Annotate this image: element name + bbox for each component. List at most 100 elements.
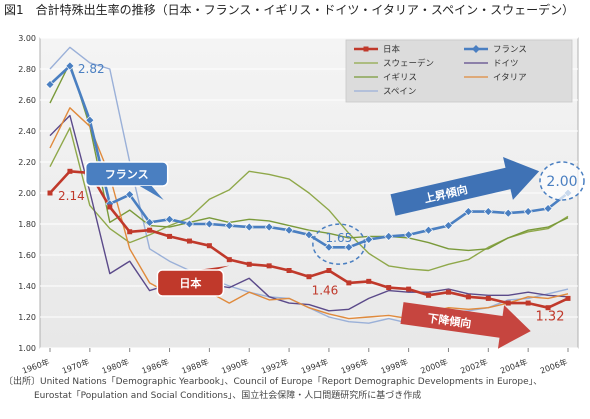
legend-label-spain: スペイン [383, 87, 416, 97]
y-tick-label: 2.40 [18, 127, 36, 136]
x-tick-label: 2004年 [499, 356, 529, 375]
marker-japan [147, 227, 153, 233]
marker-japan [167, 233, 173, 239]
marker-france [523, 207, 533, 217]
marker-france [543, 204, 553, 213]
marker-japan [505, 300, 511, 306]
x-tick-label: 1992年 [260, 356, 290, 375]
marker-france [424, 225, 433, 235]
x-tick-label: 1980年 [100, 356, 130, 375]
marker-france [483, 207, 493, 217]
x-tick-label: 1986年 [140, 356, 170, 375]
marker-france [85, 115, 95, 125]
marker-japan [286, 268, 292, 273]
marker-france [65, 61, 75, 71]
france-2006-circle [539, 161, 585, 201]
series-line-uk [49, 62, 569, 252]
source-line-2: Eurostat「Population and Social Condition… [34, 391, 422, 401]
down-trend-arrow-shape [400, 302, 531, 349]
marker-france [165, 214, 174, 224]
y-tick-label: 2.00 [18, 189, 36, 198]
value-label-japan-1995: 1.46 [312, 284, 339, 298]
marker-france [503, 208, 513, 218]
x-tick-label: 2002年 [459, 356, 489, 375]
x-tick-label: 1990年 [220, 356, 250, 375]
legend-label-italy: イタリア [493, 73, 527, 83]
marker-japan [186, 238, 192, 244]
y-tick-label: 3.00 [18, 34, 36, 43]
value-label-france-1994: 1.65 [326, 231, 353, 245]
france-callout-box [84, 161, 169, 187]
series-line-italy [49, 107, 569, 320]
marker-france [145, 218, 155, 227]
marker-japan [545, 305, 551, 311]
marker-japan [266, 263, 272, 269]
marker-france [404, 230, 414, 240]
marker-france [463, 207, 473, 217]
marker-japan [485, 295, 491, 301]
x-tick-label: 1998年 [379, 356, 409, 375]
value-label-france-2006: 2.00 [546, 174, 577, 190]
value-label-france-1965: 2.82 [78, 62, 105, 76]
marker-france [264, 222, 274, 232]
x-tick-label: 1970年 [60, 356, 90, 375]
y-tick-label: 2.20 [18, 158, 36, 167]
y-axis-ticks: 1.00 1.20 1.40 1.60 1.80 2.00 2.20 2.40 2.60 2.80… [18, 34, 36, 353]
x-tick-label: 1994年 [300, 356, 330, 375]
marker-france [125, 190, 135, 199]
marker-japan [127, 229, 133, 235]
marker-japan [326, 268, 332, 273]
japan-callout-pointer [197, 265, 230, 270]
source-note: 〔出所〕United Nations「Demographic Yearbook」… [4, 375, 542, 403]
marker-france [45, 80, 55, 89]
y-tick-label: 1.40 [18, 282, 36, 291]
y-tick-label: 1.20 [18, 313, 36, 322]
marker-japan [47, 190, 53, 196]
marker-japan [445, 289, 451, 295]
legend-marker-france [472, 45, 480, 53]
marker-japan [246, 261, 252, 267]
marker-france [364, 235, 374, 244]
japan-callout-label: 日本 [179, 276, 201, 290]
x-tick-label: 1996年 [339, 356, 369, 375]
y-tick-label: 2.80 [18, 65, 36, 74]
marker-japan [306, 274, 312, 280]
x-tick-label: 2000年 [419, 356, 449, 375]
value-label-japan-2006: 1.32 [536, 309, 565, 324]
france-1994-circle [312, 223, 366, 265]
fertility-line-chart: 1.00 1.20 1.40 1.60 1.80 2.00 2.20 2.40 2.60 2.80… [18, 34, 585, 375]
series-line-sweden [49, 127, 569, 272]
y-tick-label: 1.60 [18, 251, 36, 260]
marker-france [344, 242, 354, 252]
marker-japan [346, 280, 352, 286]
legend-label-japan: 日本 [383, 44, 401, 55]
marker-france [444, 221, 453, 230]
marker-france [244, 222, 254, 232]
x-axis-ticks: 1960年 1970年 1980年 1986年 1988年 1990年 1992年 1994年… [21, 348, 569, 375]
marker-france [324, 242, 334, 252]
down-trend-arrow: 下降傾向 [400, 302, 531, 349]
legend-label-germany: ドイツ [493, 59, 519, 69]
legend-label-france: フランス [493, 45, 527, 55]
japan-callout-box [156, 269, 225, 297]
x-tick-label: 1988年 [180, 356, 210, 375]
france-callout-pointer [139, 186, 164, 200]
marker-france [304, 230, 314, 240]
legend-marker-japan [363, 46, 369, 52]
marker-japan [406, 286, 412, 292]
up-trend-arrow: 上昇傾向 [390, 157, 540, 216]
y-tick-label: 1.80 [18, 220, 36, 229]
marker-japan [67, 168, 73, 174]
marker-france [284, 225, 294, 235]
france-callout-label: フランス [105, 168, 149, 181]
series-line-germany [49, 114, 569, 312]
marker-japan [565, 295, 571, 301]
marker-japan [426, 292, 432, 298]
value-label-japan-1960: 2.14 [58, 189, 85, 203]
marker-japan [525, 300, 531, 306]
y-tick-label: 1.00 [18, 344, 36, 353]
marker-japan [465, 294, 471, 300]
x-tick-label: 1960年 [21, 356, 51, 375]
